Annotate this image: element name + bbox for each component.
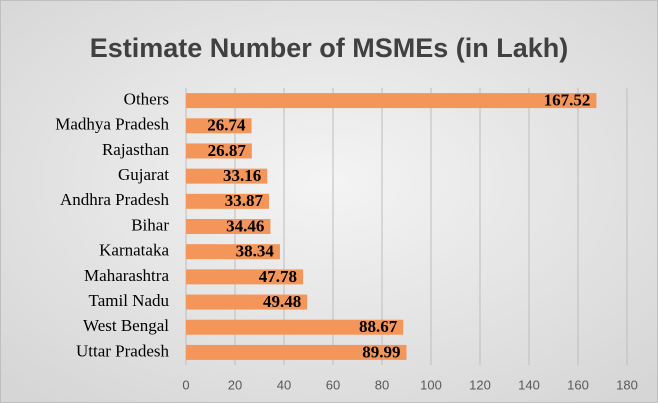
data-label: 88.67	[359, 317, 398, 336]
bar	[186, 244, 280, 260]
y-tick-label: West Bengal	[83, 316, 169, 335]
chart-title: Estimate Number of MSMEs (in Lakh)	[90, 33, 569, 63]
x-tick-label: 120	[469, 377, 491, 392]
x-tick-label: 40	[277, 377, 291, 392]
x-tick-label: 60	[326, 377, 340, 392]
bar	[186, 193, 269, 209]
y-tick-label: Andhra Pradesh	[60, 190, 170, 209]
y-tick-label: Others	[124, 89, 169, 108]
bar	[186, 294, 308, 310]
bar	[186, 168, 268, 184]
data-label: 33.87	[225, 191, 264, 210]
data-label: 26.87	[208, 141, 247, 160]
x-tick-label: 180	[616, 377, 638, 392]
y-tick-label: Uttar Pradesh	[76, 341, 170, 360]
y-tick-label: Maharashtra	[84, 266, 169, 285]
bar	[186, 344, 407, 360]
data-label: 167.52	[544, 90, 591, 109]
x-tick-label: 140	[518, 377, 540, 392]
bar	[186, 219, 271, 234]
y-tick-label: Bihar	[131, 215, 169, 234]
data-label: 26.74	[207, 116, 246, 135]
y-tick-label: Rajasthan	[102, 140, 170, 159]
bar	[186, 118, 252, 134]
y-tick-label: Karnataka	[99, 241, 169, 260]
bar	[186, 143, 252, 159]
data-label: 47.78	[259, 267, 297, 286]
bar	[186, 319, 404, 335]
x-tick-label: 160	[567, 377, 589, 392]
y-tick-label: Gujarat	[118, 165, 169, 184]
y-tick-label: Madhya Pradesh	[55, 115, 169, 134]
data-label: 38.34	[236, 242, 275, 261]
data-label: 49.48	[263, 292, 301, 311]
x-tick-label: 20	[228, 377, 242, 392]
y-tick-label: Tamil Nadu	[89, 291, 170, 310]
x-tick-label: 0	[182, 377, 189, 392]
data-label: 34.46	[226, 216, 264, 235]
x-tick-label: 100	[420, 377, 442, 392]
data-label: 33.16	[223, 166, 261, 185]
data-label: 89.99	[362, 342, 400, 361]
x-tick-label: 80	[375, 377, 389, 392]
bar	[186, 269, 304, 285]
bar	[186, 93, 597, 109]
